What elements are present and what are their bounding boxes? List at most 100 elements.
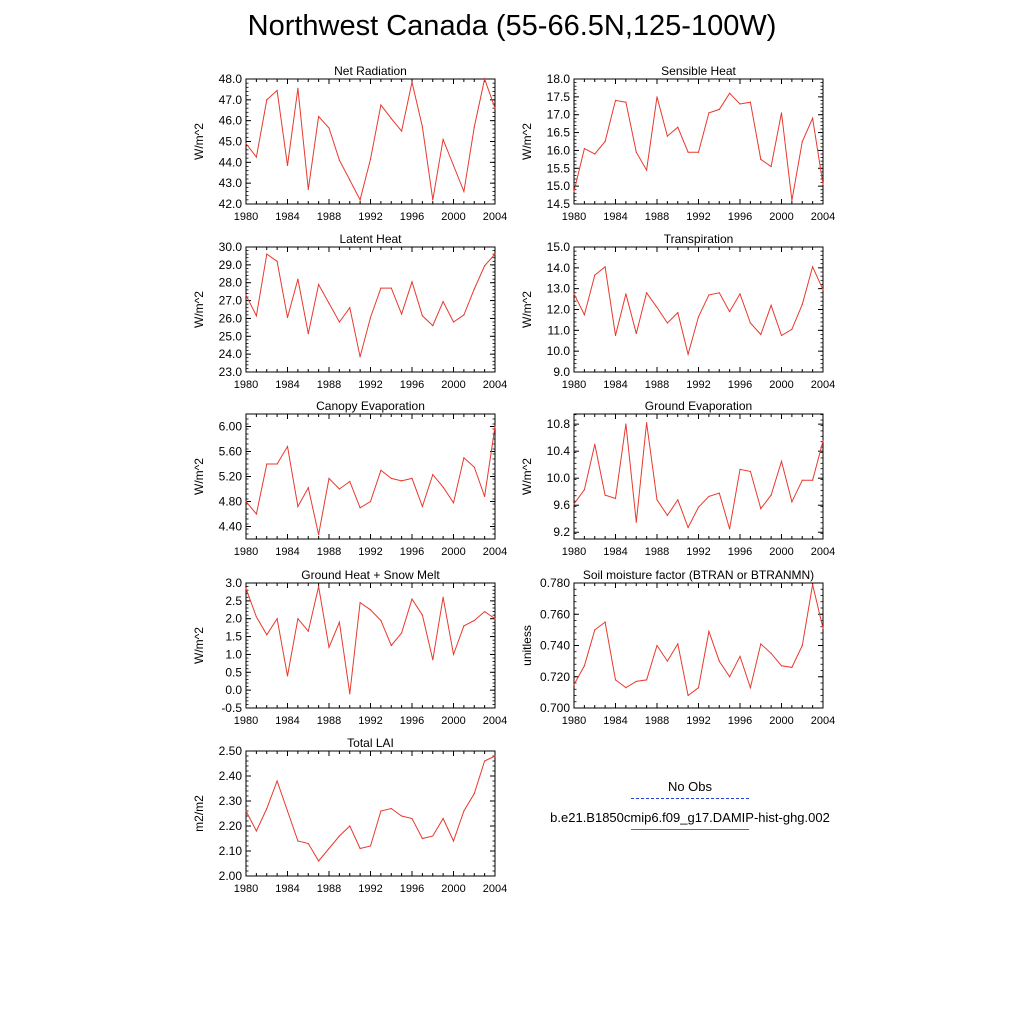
series-line [573, 584, 824, 697]
data-point [432, 835, 434, 837]
data-point [812, 583, 814, 586]
data-point [432, 474, 434, 476]
data-point [442, 817, 444, 820]
x-tick-label: 2000 [769, 715, 793, 727]
data-point [390, 477, 392, 479]
chart-panel-transpiration: Transpiration W/m^2 1980 1984 1988 1992 1996 20… [520, 232, 835, 391]
legend-obs-label: No Obs [667, 779, 713, 794]
data-point [421, 614, 423, 616]
data-point [635, 332, 637, 335]
data-point [442, 138, 444, 141]
data-point [677, 312, 679, 314]
data-point [369, 158, 372, 160]
data-point [614, 497, 617, 500]
x-tick-label: 2004 [483, 379, 507, 391]
data-point [718, 492, 720, 494]
series-line [245, 253, 496, 357]
y-tick-label: 24.0 [219, 347, 243, 361]
chart-title: Soil moisture factor (BTRAN or BTRANMN) [583, 568, 814, 582]
data-point [432, 324, 434, 327]
data-point [266, 99, 268, 101]
data-point [770, 652, 772, 654]
x-tick-label: 1980 [234, 211, 258, 223]
data-point [635, 521, 637, 523]
plot-frame [573, 582, 824, 709]
x-tick-label: 1988 [645, 715, 669, 727]
data-point [255, 513, 257, 515]
x-tick-label: 1984 [603, 546, 627, 558]
data-point [297, 278, 299, 280]
y-tick-label: 10.0 [547, 471, 571, 485]
data-point [604, 621, 606, 623]
y-tick-label: 0.0 [225, 683, 242, 697]
data-point [286, 810, 289, 812]
y-tick-label: 2.30 [219, 794, 243, 808]
data-point [614, 679, 617, 681]
data-point [625, 423, 627, 425]
data-point [635, 680, 637, 683]
data-point [780, 665, 783, 667]
x-tick-label: 2000 [769, 546, 793, 558]
data-point [494, 253, 496, 255]
data-point [656, 644, 658, 647]
chart-panel-total-lai: Total LAI m2/m2 1980 1984 1988 1992 1996 2000 20… [192, 736, 507, 895]
x-tick-label: 1992 [358, 211, 382, 223]
data-point [442, 486, 444, 488]
x-tick-label: 1988 [317, 379, 341, 391]
data-point [245, 587, 247, 589]
y-axis-label: W/m^2 [192, 291, 206, 328]
data-point [452, 502, 455, 504]
x-tick-label: 1980 [562, 546, 586, 558]
data-point [770, 494, 772, 496]
chart-title: Transpiration [664, 232, 734, 246]
data-point [401, 815, 403, 817]
data-point [286, 316, 289, 319]
x-tick-label: 1996 [400, 546, 424, 558]
data-point [369, 845, 372, 847]
data-point [307, 188, 309, 191]
data-point [614, 334, 617, 337]
data-point [266, 807, 268, 810]
data-point [286, 164, 289, 167]
data-point [349, 179, 351, 181]
data-point [307, 630, 309, 632]
data-point [452, 653, 455, 656]
data-point [276, 780, 278, 782]
data-point [677, 126, 679, 128]
y-tick-label: 25.0 [219, 329, 243, 343]
data-point [473, 792, 475, 795]
x-tick-label: 1984 [603, 715, 627, 727]
data-point [401, 313, 403, 315]
y-tick-label: 46.0 [219, 114, 243, 128]
y-tick-label: -0.5 [221, 701, 242, 715]
data-point [380, 469, 382, 471]
x-tick-label: 1980 [562, 211, 586, 223]
data-point [666, 660, 668, 662]
data-point [411, 477, 413, 479]
data-point [380, 287, 382, 289]
x-tick-label: 1996 [728, 379, 752, 391]
data-point [718, 292, 720, 294]
data-point [625, 101, 627, 103]
y-tick-label: 9.0 [553, 365, 570, 379]
y-tick-label: 12.0 [547, 303, 571, 317]
data-point [266, 634, 268, 636]
data-point [583, 148, 585, 150]
chart-panel-soil-moisture-factor-btran-or-btranmn: Soil moisture factor (BTRAN or BTRANMN) u… [520, 568, 835, 727]
data-point [432, 199, 434, 201]
data-point [421, 837, 423, 840]
data-point [401, 480, 403, 482]
y-tick-label: 48.0 [219, 72, 243, 86]
data-point [328, 847, 330, 850]
data-point [780, 112, 783, 114]
x-tick-label: 2004 [811, 715, 835, 727]
x-tick-label: 1992 [358, 546, 382, 558]
x-tick-label: 1996 [728, 715, 752, 727]
x-tick-label: 1988 [645, 211, 669, 223]
x-tick-label: 1984 [603, 379, 627, 391]
data-point [286, 675, 289, 677]
data-point [380, 619, 382, 622]
y-tick-label: 11.0 [548, 323, 571, 337]
y-tick-label: 43.0 [219, 176, 243, 190]
chart-title: Sensible Heat [661, 64, 736, 78]
